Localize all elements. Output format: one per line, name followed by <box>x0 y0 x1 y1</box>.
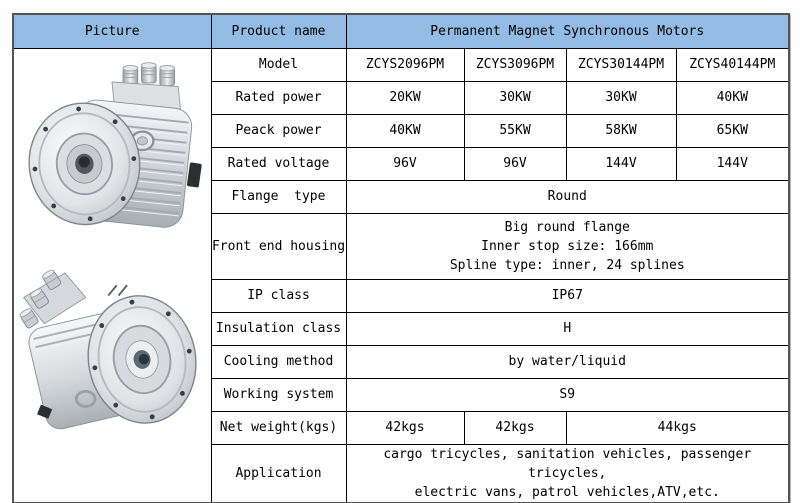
small-connector <box>37 404 53 419</box>
table-title: Permanent Magnet Synchronous Motors <box>345 13 790 49</box>
spec-label-model: Model <box>210 47 347 82</box>
spec-label-application: Application <box>210 443 347 503</box>
rated-power-value-3: 30KW <box>565 80 677 115</box>
cooling-method-row: Cooling method by water/liquid <box>13 344 790 379</box>
spec-label-front-end-housing: Front end housing <box>210 212 347 280</box>
flange-type-row: Flange type Round <box>13 179 790 214</box>
rated-power-value-4: 40KW <box>675 80 790 115</box>
picture-header: Picture <box>12 13 212 49</box>
model-value-4: ZCYS40144PM <box>675 47 790 82</box>
shaft-bore <box>78 156 90 168</box>
insulation-class-value: H <box>345 311 790 346</box>
flange-type-value: Round <box>345 179 790 214</box>
bolt-holes <box>32 106 137 221</box>
spec-label-ip-class: IP class <box>210 278 347 313</box>
picture-stack <box>14 49 210 444</box>
ip-class-row: IP class IP67 <box>13 278 790 313</box>
model-row: Model ZCYS2096PM ZCYS3096PM ZCYS30144PM … <box>12 47 790 503</box>
spec-label-working-system: Working system <box>210 377 347 412</box>
motor-spec-table: Picture Product name Permanent Magnet Sy… <box>12 13 790 503</box>
application-line-2: electric vans, patrol vehicles,ATV,etc. <box>414 484 720 500</box>
model-value-2: ZCYS3096PM <box>463 47 567 82</box>
application-row: Application cargo tricycles, sanitation … <box>13 443 790 503</box>
spec-label-insulation-class: Insulation class <box>210 311 347 346</box>
peack-power-value-4: 65KW <box>675 113 790 148</box>
rated-power-value-2: 30KW <box>463 80 567 115</box>
rated-voltage-row: Rated voltage 96V 96V 144V 144V <box>13 146 790 181</box>
net-weight-value-2: 42kgs <box>463 410 567 445</box>
flange-face <box>87 294 197 424</box>
housing-line-3: Spline type: inner, 24 splines <box>449 257 685 273</box>
spec-label-rated-voltage: Rated voltage <box>210 146 347 181</box>
working-system-value: S9 <box>345 377 790 412</box>
spec-label-cooling-method: Cooling method <box>210 344 347 379</box>
spec-label-net-weight: Net weight(kgs) <box>210 410 347 445</box>
motor-photo-front-view <box>28 61 202 228</box>
picture-cell <box>12 47 212 503</box>
flange-face <box>28 102 141 225</box>
net-weight-row: Net weight(kgs) 42kgs 42kgs 44kgs <box>13 410 790 445</box>
spec-label-peack-power: Peack power <box>210 113 347 148</box>
net-weight-value-1: 42kgs <box>345 410 465 445</box>
model-value-3: ZCYS30144PM <box>565 47 677 82</box>
working-system-row: Working system S9 <box>13 377 790 412</box>
application-value: cargo tricycles, sanitation vehicles, pa… <box>345 443 790 503</box>
bolt-holes <box>92 299 192 419</box>
peack-power-value-1: 40KW <box>345 113 465 148</box>
rated-voltage-value-2: 96V <box>463 146 567 181</box>
cable-glands <box>122 61 176 86</box>
housing-line-2: Inner stop size: 166mm <box>481 238 654 254</box>
insulation-class-row: Insulation class H <box>13 311 790 346</box>
rated-voltage-value-3: 144V <box>565 146 677 181</box>
front-end-housing-row: Front end housing Big round flange Inner… <box>13 212 790 280</box>
peack-power-row: Peack power 40KW 55KW 58KW 65KW <box>13 113 790 148</box>
motor-photo-rear-view <box>19 269 197 429</box>
cooling-method-value: by water/liquid <box>345 344 790 379</box>
housing-line-1: Big round flange <box>504 219 630 235</box>
spec-label-flange-type: Flange type <box>210 179 347 214</box>
spec-label-rated-power: Rated power <box>210 80 347 115</box>
side-connector <box>187 162 202 187</box>
model-value-1: ZCYS2096PM <box>345 47 465 82</box>
peack-power-value-3: 58KW <box>565 113 677 148</box>
cable-glands <box>19 269 62 328</box>
product-name-header: Product name <box>210 13 347 49</box>
ip-class-value: IP67 <box>345 278 790 313</box>
peack-power-value-2: 55KW <box>463 113 567 148</box>
rated-power-value-1: 20KW <box>345 80 465 115</box>
front-end-housing-value: Big round flange Inner stop size: 166mm … <box>345 212 790 280</box>
rated-voltage-value-4: 144V <box>675 146 790 181</box>
vent-marks <box>107 284 129 296</box>
ring-fitting <box>75 389 97 408</box>
net-weight-value-3: 44kgs <box>565 410 790 445</box>
application-line-1: cargo tricycles, sanitation vehicles, pa… <box>383 446 752 481</box>
rated-voltage-value-1: 96V <box>345 146 465 181</box>
shaft-bore <box>138 353 150 364</box>
header-row: Picture Product name Permanent Magnet Sy… <box>12 13 790 49</box>
